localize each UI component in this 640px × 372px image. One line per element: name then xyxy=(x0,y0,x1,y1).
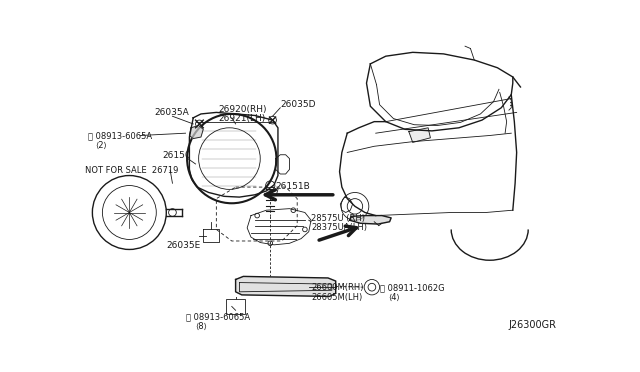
Text: 28375UA(LH): 28375UA(LH) xyxy=(311,223,367,232)
Polygon shape xyxy=(349,216,391,224)
Text: ⟨2⟩: ⟨2⟩ xyxy=(95,141,108,150)
Polygon shape xyxy=(236,276,336,296)
Text: 26151B: 26151B xyxy=(276,182,310,191)
Text: Ⓝ 08913-6065A: Ⓝ 08913-6065A xyxy=(186,312,250,322)
Text: ⟨8⟩: ⟨8⟩ xyxy=(196,322,207,331)
Text: 26605M(LH): 26605M(LH) xyxy=(311,293,362,302)
Text: Ⓝ 08913-6065A: Ⓝ 08913-6065A xyxy=(88,132,152,141)
Text: NOT FOR SALE  26719: NOT FOR SALE 26719 xyxy=(86,166,179,175)
Text: J26300GR: J26300GR xyxy=(509,320,557,330)
Text: 26921(LH): 26921(LH) xyxy=(219,114,266,123)
Text: 26035D: 26035D xyxy=(280,100,316,109)
Polygon shape xyxy=(189,125,204,139)
Text: 26035E: 26035E xyxy=(166,241,200,250)
Text: 26600M(RH): 26600M(RH) xyxy=(311,283,364,292)
Text: ⟨4⟩: ⟨4⟩ xyxy=(388,293,400,302)
Text: 26150: 26150 xyxy=(163,151,191,160)
Bar xyxy=(227,299,245,314)
Text: Ⓝ 08911-1062G: Ⓝ 08911-1062G xyxy=(380,283,445,292)
Text: 26035A: 26035A xyxy=(155,108,189,117)
Text: 28575U (RH): 28575U (RH) xyxy=(311,214,365,223)
Text: 26920(RH): 26920(RH) xyxy=(219,105,267,114)
Polygon shape xyxy=(409,128,431,142)
